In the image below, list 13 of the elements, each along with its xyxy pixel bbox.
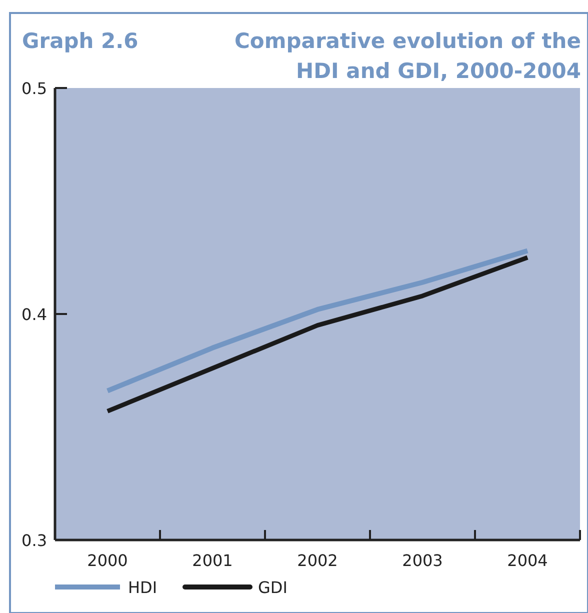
x-tick-label: 2001 xyxy=(192,551,233,570)
y-tick-label: 0.3 xyxy=(22,531,47,550)
legend-label: GDI xyxy=(258,578,288,597)
x-tick-label: 2004 xyxy=(507,551,548,570)
y-tick-label: 0.5 xyxy=(22,79,47,98)
chart-title: Comparative evolution of the HDI and GDI, 2000-2004 xyxy=(234,29,581,83)
line-series xyxy=(105,255,530,414)
y-tick-label: 0.4 xyxy=(22,305,47,324)
caption: Graph 2.6 xyxy=(22,29,138,53)
x-tick-label: 2000 xyxy=(87,551,128,570)
x-tick-label: 2003 xyxy=(402,551,443,570)
legend-label: HDI xyxy=(128,578,158,597)
x-tick-label: 2002 xyxy=(297,551,338,570)
